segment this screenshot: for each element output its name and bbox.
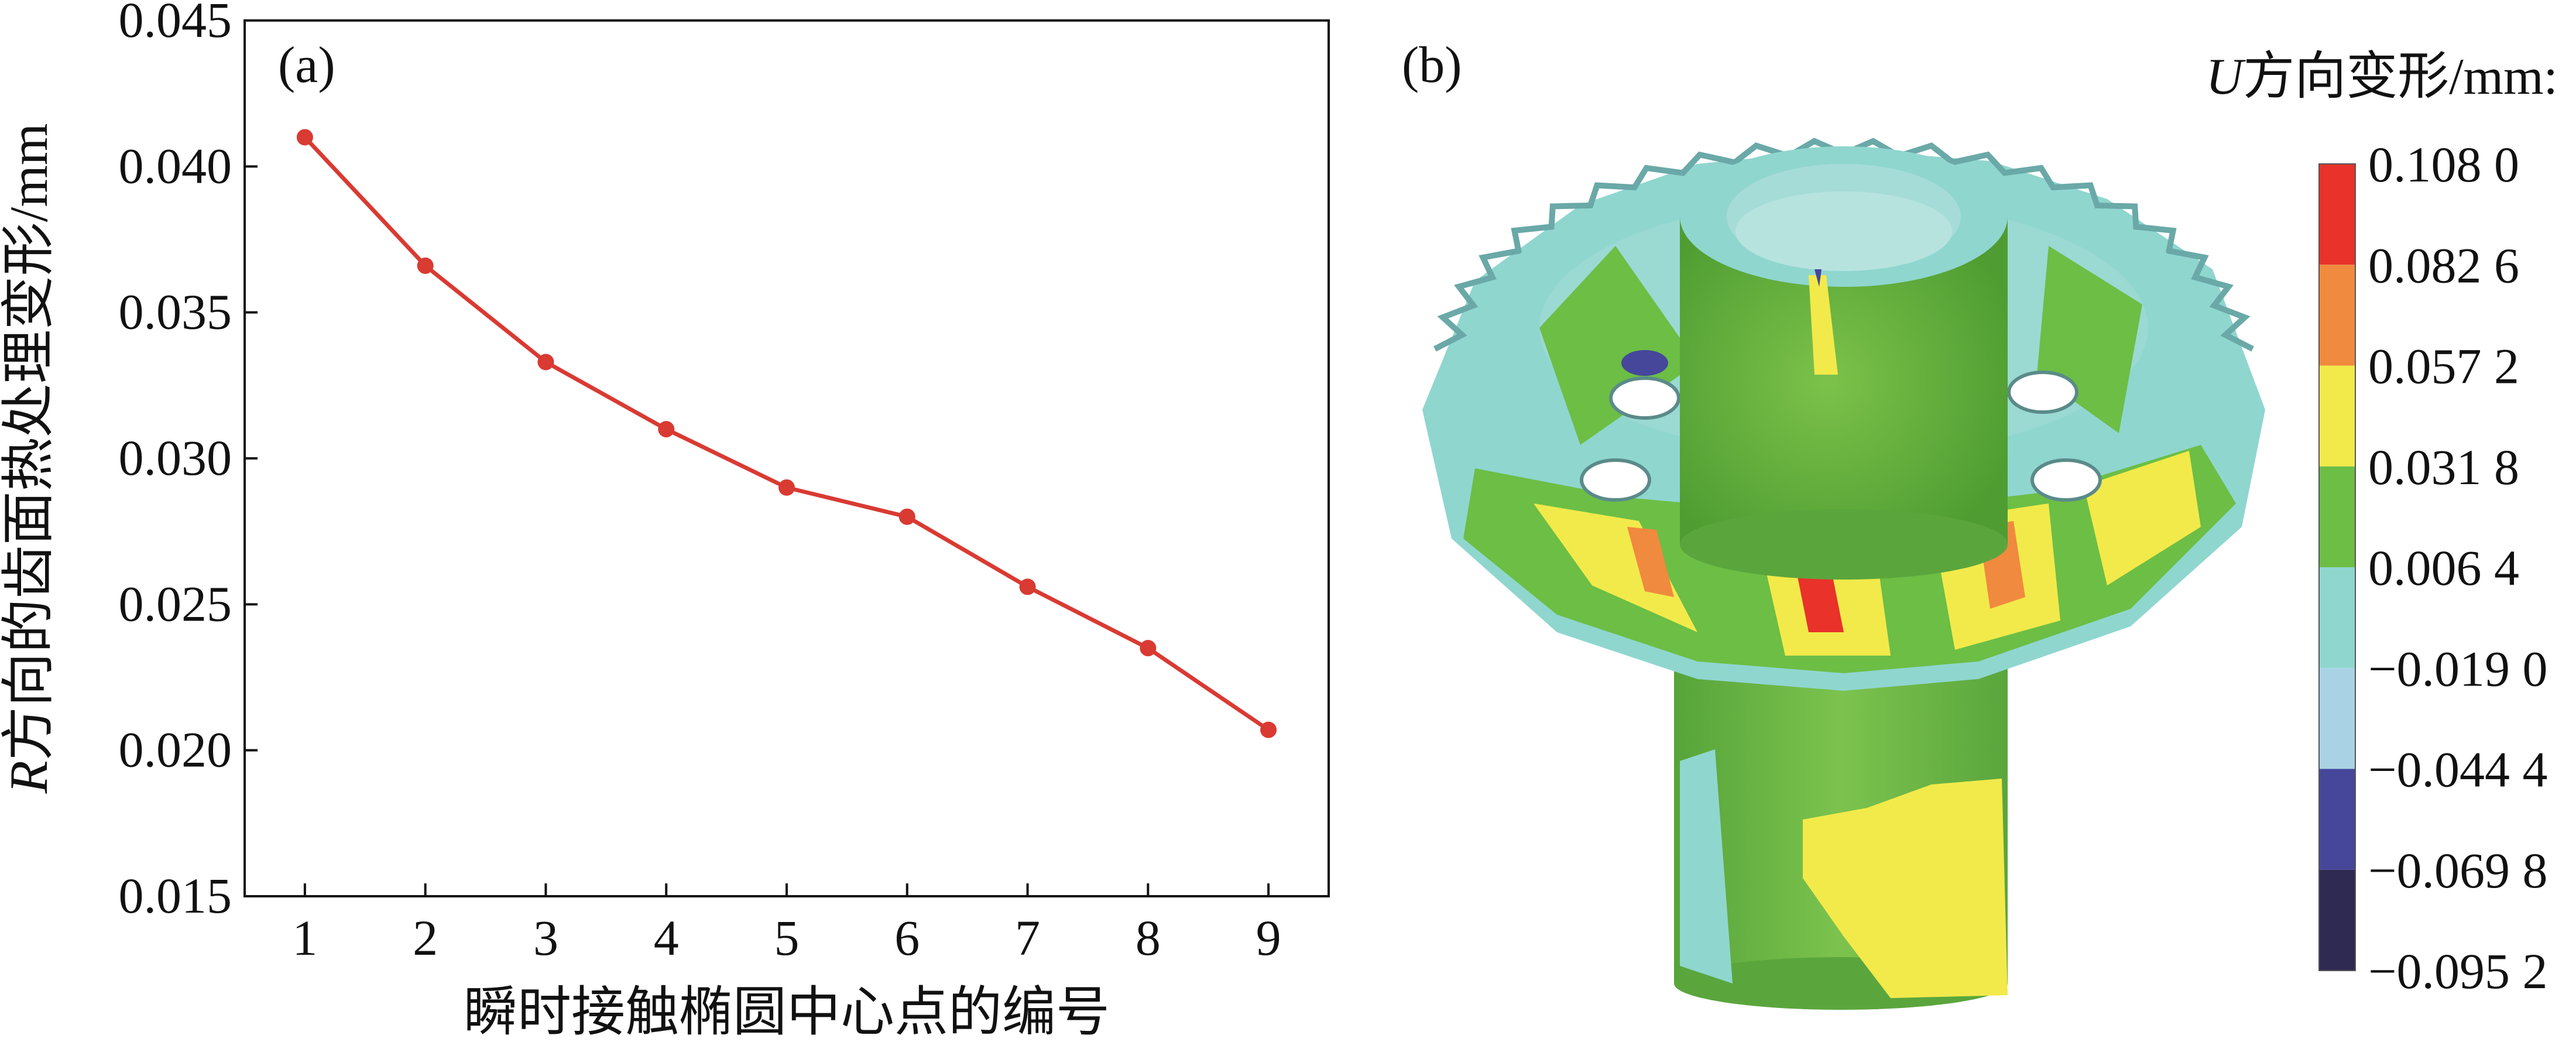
legend-swatch <box>2319 164 2355 265</box>
x-tick-label: 7 <box>1015 910 1040 966</box>
legend-value-label: −0.044 4 <box>2368 742 2548 798</box>
legend-value-label: 0.108 0 <box>2368 136 2519 193</box>
x-tick-label: 1 <box>292 910 317 966</box>
series-line-group <box>296 129 1277 738</box>
data-point <box>1019 578 1036 595</box>
y-tick-label: 0.015 <box>119 868 232 924</box>
legend-value-label: −0.019 0 <box>2368 640 2548 697</box>
gear-contour-image <box>1422 138 2265 1010</box>
legend-swatch <box>2319 265 2355 366</box>
x-tick-label: 3 <box>533 910 558 966</box>
data-point <box>898 508 915 525</box>
legend-title: U方向变形/mm: <box>2206 49 2558 105</box>
panel-a-label: (a) <box>278 37 335 94</box>
y-axis-label-rest: 方向的齿面热处理变形/mm <box>0 124 59 761</box>
legend-value-label: −0.095 2 <box>2368 943 2548 999</box>
legend-bar-frame <box>2318 163 2356 971</box>
legend-value-label: 0.006 4 <box>2368 540 2519 596</box>
y-tick-label: 0.040 <box>119 138 232 194</box>
y-tick-label: 0.025 <box>119 575 232 632</box>
legend-value-label: 0.057 2 <box>2368 338 2519 395</box>
legend-labels: 0.108 0 0.082 6 0.057 2 0.031 8 0.006 4 −0.01… <box>2368 136 2548 999</box>
panel-b-contour: (b) <box>1402 37 2558 1010</box>
legend-value-label: 0.082 6 <box>2368 237 2519 293</box>
x-axis-ticks: 1 2 3 4 5 6 7 8 9 <box>292 883 1281 966</box>
legend-swatch <box>2319 365 2355 467</box>
legend-swatches <box>2318 163 2356 971</box>
y-tick-label: 0.030 <box>119 430 232 486</box>
y-axis-label: R方向的齿面热处理变形/mm <box>0 124 59 794</box>
legend-swatch <box>2319 869 2355 971</box>
data-point <box>537 354 554 371</box>
y-tick-label: 0.045 <box>119 0 232 48</box>
y-axis-label-italic: R <box>0 760 59 794</box>
legend-value-label: 0.031 8 <box>2368 439 2519 495</box>
legend-swatch <box>2319 668 2355 769</box>
x-tick-label: 2 <box>413 910 438 966</box>
plot-frame <box>243 19 1330 897</box>
x-tick-label: 8 <box>1136 910 1161 966</box>
legend-value-label: −0.069 8 <box>2368 842 2548 899</box>
x-tick-label: 4 <box>654 910 679 966</box>
y-axis-ticks: 0.015 0.020 0.025 0.030 0.035 0.040 0.045 <box>119 0 258 924</box>
legend-swatch <box>2319 466 2355 567</box>
x-tick-label: 5 <box>774 910 800 966</box>
legend-title-italic: U <box>2206 49 2246 105</box>
data-point <box>417 257 434 274</box>
x-tick-label: 9 <box>1256 910 1281 966</box>
legend-swatch <box>2319 769 2355 870</box>
legend-title-rest: 方向变形/mm: <box>2243 49 2558 105</box>
x-tick-label: 6 <box>894 910 920 966</box>
panel-a-line-chart: (a) 0.0150.0200.0250.0300.0350.0400.045 … <box>0 0 1330 1042</box>
panel-b-label: (b) <box>1402 37 1462 94</box>
data-point <box>778 479 795 496</box>
legend-swatch <box>2319 567 2355 669</box>
series-line <box>303 136 1270 732</box>
data-point <box>1140 640 1157 657</box>
data-point <box>296 129 313 146</box>
y-tick-label: 0.035 <box>119 284 232 340</box>
data-point <box>1260 721 1277 738</box>
data-point <box>658 421 675 438</box>
x-axis-label: 瞬时接触椭圆中心点的编号 <box>464 982 1110 1042</box>
y-tick-label: 0.020 <box>119 722 232 778</box>
